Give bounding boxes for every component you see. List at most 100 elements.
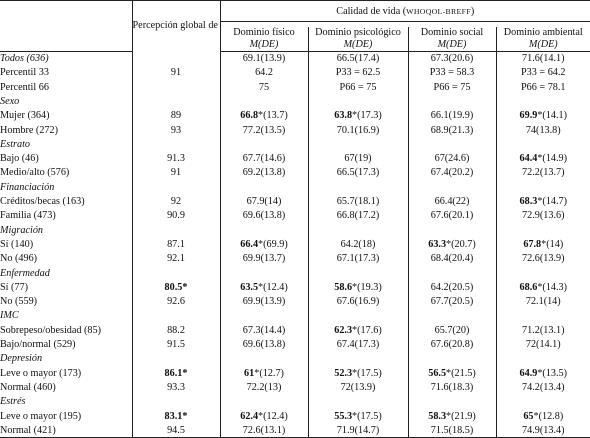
row-label: Mujer (364) xyxy=(0,110,50,122)
cell-value: *(19.3) xyxy=(352,281,382,293)
significant-value: 66.8 xyxy=(240,110,259,122)
domain-header: Dominio psicológico M(DE) xyxy=(307,26,408,52)
domain-cell: 74.9(13.4) xyxy=(495,423,590,438)
cell-value: 72(13.9) xyxy=(340,381,376,393)
domain-cell: 71.2(13.1) xyxy=(495,323,590,338)
domain-cell: 64.9*(13.5) xyxy=(495,366,590,381)
cell-value: *(17.5) xyxy=(352,410,382,422)
cell-value: 74(13.8) xyxy=(525,124,561,136)
cell-value: P66 = 75 xyxy=(433,81,471,93)
significant-value: 58.6 xyxy=(334,281,353,293)
domain-header: Dominio físico M(DE) xyxy=(219,26,308,52)
domain-cell: 64.2(20.5) xyxy=(407,280,496,295)
domain-cell xyxy=(307,265,408,281)
domain-name: Dominio psicológico xyxy=(315,26,401,38)
cell-value: *(13.5) xyxy=(537,367,568,379)
domain-header: Dominio ambiental M(DE) xyxy=(495,26,590,52)
row-label: Normal (421) xyxy=(0,423,132,438)
perception-value: 92 xyxy=(170,196,182,208)
domain-cell xyxy=(219,94,308,109)
domain-cell xyxy=(307,308,408,324)
domain-cell: 72.2(13) xyxy=(219,380,308,395)
significant-value: 61 xyxy=(244,367,255,379)
perception-value: 87.1 xyxy=(167,238,185,250)
cell-value: 69.9(13.9) xyxy=(242,296,286,308)
domain-cell: 64.2(18) xyxy=(307,237,408,252)
quality-header: Calidad de vida (WHOQOL-BREFF) xyxy=(219,0,590,27)
domain-cell: 68.9(21.3) xyxy=(407,122,496,138)
perception-cell xyxy=(131,394,220,409)
row-label: Percentil 33 xyxy=(0,67,49,79)
domain-cell xyxy=(219,223,308,238)
table-row: Sí (77) 80.5* 63.5*(12.4) 58.6*(19.3) 64.2(2… xyxy=(0,280,590,295)
cell-value: 74.9(13.4) xyxy=(522,424,565,436)
domain-cell xyxy=(219,394,308,409)
domain-cell: 72.6(13.9) xyxy=(495,251,590,266)
perception-value: 91 xyxy=(170,67,182,79)
cell-value: *(12.4) xyxy=(258,281,288,293)
domain-cell xyxy=(495,180,590,195)
cell-value: 67.6(20.1) xyxy=(430,210,474,222)
domain-stat: M(DE) xyxy=(528,38,558,50)
cell-value: 67.4(17.3) xyxy=(336,339,380,351)
domain-cell: 71.6(14.1) xyxy=(495,51,590,66)
domain-cell xyxy=(407,394,496,409)
domain-cell: 67(19) xyxy=(307,151,408,166)
domain-cell xyxy=(407,308,496,324)
cell-value: 72.2(13) xyxy=(246,381,282,393)
significant-value: 64.4 xyxy=(519,153,538,165)
domain-cell: 67.3(20.6) xyxy=(407,51,496,66)
domain-cell: 68.6*(14.3) xyxy=(495,280,590,295)
category-row: Estrés xyxy=(0,394,590,409)
domain-cell: P66 = 75 xyxy=(307,80,408,95)
cell-value: 68.9(21.3) xyxy=(430,124,474,136)
significant-value: 68.6 xyxy=(519,281,538,293)
row-label: Sobrepeso/obesidad (85) xyxy=(0,324,102,336)
perception-cell: 86.1* xyxy=(131,366,220,381)
perception-value: 91.3 xyxy=(167,153,185,165)
category-label: Enfermedad xyxy=(0,267,50,279)
cell-value: *(21.5) xyxy=(446,367,476,379)
cell-value: 71.6(14.1) xyxy=(522,53,565,65)
header-row-1: Percepción global de la salud (%) Calida… xyxy=(0,0,590,52)
domain-cell: 72(14.1) xyxy=(495,337,590,352)
domain-stat: M(DE) xyxy=(437,38,467,50)
domain-cell xyxy=(407,180,496,195)
significant-value: 64.9 xyxy=(519,367,538,379)
cell-value: 64.2 xyxy=(255,67,273,79)
domain-cell: 72(13.9) xyxy=(307,380,408,395)
significant-value: 58.3 xyxy=(428,410,447,422)
perception-cell xyxy=(131,308,220,324)
perception-value: 92.1 xyxy=(167,253,185,265)
domain-cell: P66 = 78.1 xyxy=(495,80,590,95)
cell-value: 72.6(13.1) xyxy=(242,424,286,436)
cell-value: 69.9(13.7) xyxy=(242,253,286,265)
domain-cell: 67.6(16.9) xyxy=(307,294,408,309)
domain-cell: P66 = 75 xyxy=(407,80,496,95)
domain-cell: 68.4(20.4) xyxy=(407,251,496,266)
domain-cell: 67.9(14) xyxy=(219,194,308,209)
domain-cell: 70.1(16.9) xyxy=(307,122,408,138)
cell-value: 72.1(14) xyxy=(525,296,561,308)
cell-value: 72.9(13.6) xyxy=(522,210,565,222)
domain-cell: 72.6(13.1) xyxy=(219,423,308,438)
table-row: Percentil 66 75 P66 = 75 P66 = 75 P66 = 78.1 xyxy=(0,80,590,95)
cell-value: *(17.5) xyxy=(352,367,382,379)
perception-cell xyxy=(131,265,220,281)
perception-cell: 93.3 xyxy=(131,380,220,395)
cell-value: *(21.9) xyxy=(446,410,476,422)
cell-value: 69.6(13.8) xyxy=(242,339,286,351)
cell-value: 67.4(20.2) xyxy=(430,167,474,179)
cell-value: P66 = 78.1 xyxy=(521,81,566,93)
category-row: Todos (636) 69.1(13.9) 66.5(17.4) 67.3(20.6… xyxy=(0,51,590,66)
domain-cell: 67.4(17.3) xyxy=(307,337,408,352)
cell-value: *(69.9) xyxy=(258,238,288,250)
perception-cell: 91.3 xyxy=(131,151,220,166)
table-row: Hombre (272) 93 77.2(13.5) 70.1(16.9) 68.9(2… xyxy=(0,122,590,138)
cell-value: *(17.3) xyxy=(352,110,382,122)
significant-value: 67.8 xyxy=(523,238,542,250)
cell-value: 65.7(20) xyxy=(434,324,470,336)
domain-cell xyxy=(495,137,590,152)
domain-cell xyxy=(307,394,408,409)
domain-cell xyxy=(307,137,408,152)
